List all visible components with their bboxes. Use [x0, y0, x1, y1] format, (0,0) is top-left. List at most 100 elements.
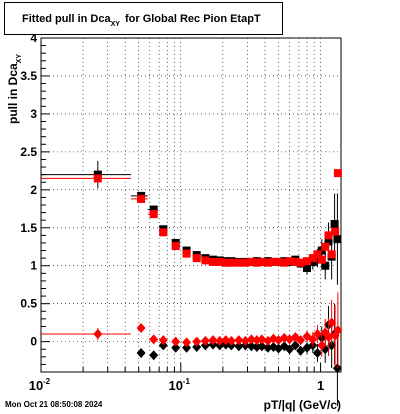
data-point-diamond — [296, 335, 306, 346]
data-point-diamond — [221, 335, 231, 346]
data-point-square — [321, 242, 330, 251]
data-point-diamond — [149, 350, 159, 361]
data-point-square — [137, 194, 146, 203]
data-point-square — [159, 228, 168, 237]
plot-frame — [40, 37, 342, 373]
data-point-diamond — [192, 336, 202, 347]
data-point-diamond — [327, 317, 337, 328]
data-point-square — [269, 257, 278, 266]
x-tick-label: 10 — [29, 378, 43, 393]
data-point-square — [291, 257, 300, 266]
data-point-square — [149, 205, 158, 214]
data-point-diamond — [246, 334, 256, 345]
data-point-square — [241, 258, 250, 267]
data-point-square — [303, 257, 312, 266]
data-point-diamond — [263, 342, 273, 353]
y-tick-label: 1 — [30, 259, 37, 273]
data-point-diamond — [312, 329, 322, 340]
data-point-square — [93, 174, 102, 183]
data-point-diamond — [215, 335, 225, 346]
data-point-diamond — [226, 335, 236, 346]
data-point-diamond — [240, 335, 250, 346]
data-point-diamond — [182, 337, 192, 348]
chart-title: Fitted pull in DcaXY for Global Rec Pion … — [22, 13, 261, 28]
data-point-diamond — [308, 334, 318, 345]
data-point-diamond — [158, 335, 168, 346]
chart-title-main: Fitted pull in Dca — [22, 13, 111, 25]
data-point-square — [221, 258, 230, 267]
data-point-diamond — [296, 345, 306, 356]
data-point-square — [252, 258, 261, 267]
y-tick-label: 3 — [30, 107, 37, 121]
y-tick-label: 2.5 — [20, 145, 37, 159]
data-point-diamond — [171, 336, 181, 347]
data-point-square — [331, 227, 340, 236]
data-point-square — [227, 258, 236, 267]
data-point-diamond — [246, 341, 256, 352]
data-point-square — [296, 258, 305, 267]
data-point-diamond — [333, 325, 343, 336]
y-tick-label: 4 — [30, 31, 37, 45]
data-point-diamond — [136, 322, 146, 333]
y-tick-label: 2 — [30, 183, 37, 197]
data-point-square — [321, 261, 330, 270]
data-point-square — [324, 231, 333, 240]
data-point-square — [303, 264, 312, 273]
data-point-diamond — [93, 329, 103, 340]
data-point-square — [333, 169, 342, 178]
x-tick-exponent: -1 — [183, 377, 191, 386]
data-point-diamond — [324, 332, 334, 343]
data-point-square — [247, 257, 256, 266]
data-point-square — [317, 255, 326, 264]
chart-title-suffix: for Global Rec Pion EtapT — [124, 13, 261, 25]
data-point-diamond — [136, 348, 146, 359]
chart-title-subscript: XY — [110, 21, 120, 28]
data-point-square — [333, 235, 342, 244]
footer-timestamp: Mon Oct 21 08:50:08 2024 — [5, 400, 103, 409]
data-point-square — [215, 257, 224, 266]
data-point-square — [280, 258, 289, 267]
data-point-square — [234, 258, 243, 267]
data-point-square — [330, 219, 339, 228]
x-axis-title: pT/|q| (GeV/c) — [264, 398, 341, 412]
y-tick-label: 3.5 — [20, 69, 37, 83]
y-axis-title: pull in DcaXY — [6, 54, 23, 124]
data-point-square — [182, 249, 191, 258]
x-tick-exponent: -2 — [43, 377, 51, 386]
data-point-diamond — [234, 335, 244, 346]
data-point-square — [285, 257, 294, 266]
data-point-square — [327, 250, 336, 259]
data-point-diamond — [208, 335, 218, 346]
data-point-square — [274, 257, 283, 266]
data-point-square — [257, 257, 266, 266]
data-point-square — [149, 210, 158, 219]
data-point-diamond — [312, 348, 322, 359]
data-point-diamond — [257, 334, 267, 345]
data-point-diamond — [317, 340, 327, 351]
data-point-square — [209, 257, 218, 266]
data-point-diamond — [257, 341, 267, 352]
data-point-square — [313, 250, 322, 259]
data-point-diamond — [285, 344, 295, 355]
y-tick-label: 0 — [30, 335, 37, 349]
data-point-diamond — [290, 340, 300, 351]
data-point-square — [308, 254, 317, 263]
data-point-diamond — [192, 341, 202, 352]
data-point-diamond — [182, 342, 192, 353]
y-tick-label: 0.5 — [20, 297, 37, 311]
data-point-diamond — [234, 341, 244, 352]
y-axis-title-subscript: XY — [16, 54, 23, 64]
title-box: Fitted pull in DcaXY for Global Rec Pion … — [4, 2, 283, 35]
data-point-diamond — [171, 342, 181, 353]
x-tick-label: 10 — [169, 378, 183, 393]
x-tick-label: 1 — [317, 378, 324, 393]
data-point-diamond — [200, 335, 210, 346]
data-point-square — [171, 241, 180, 250]
data-point-square — [201, 256, 210, 265]
data-point-diamond — [149, 334, 159, 345]
data-point-square — [263, 258, 272, 267]
y-axis-title-main: pull in Dca — [6, 63, 20, 124]
data-point-square — [192, 254, 201, 263]
